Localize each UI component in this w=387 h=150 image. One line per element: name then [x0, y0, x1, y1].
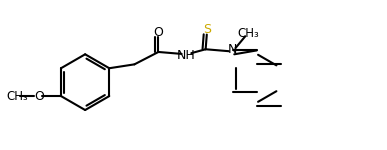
- Text: CH₃: CH₃: [7, 90, 29, 103]
- Text: NH: NH: [177, 49, 196, 62]
- Text: CH₃: CH₃: [238, 27, 259, 40]
- Text: S: S: [203, 23, 211, 36]
- Text: O: O: [154, 26, 163, 39]
- Text: N: N: [227, 43, 236, 56]
- Text: O: O: [34, 90, 44, 103]
